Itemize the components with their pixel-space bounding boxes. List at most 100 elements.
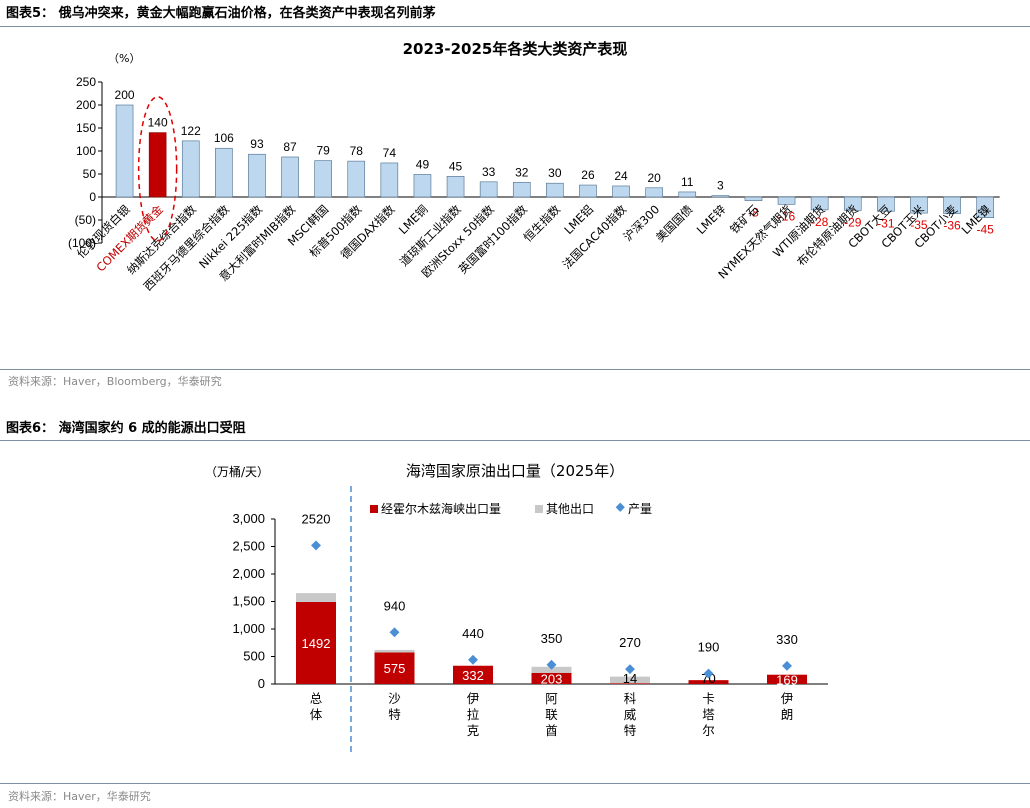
chart2-bar-other — [374, 649, 415, 653]
chart1-data-label: 200 — [115, 88, 135, 102]
chart2-y-tick-label: 2,000 — [232, 566, 265, 581]
chart1-highlight-ellipse — [137, 96, 178, 242]
chart2-y-tick-label: 3,000 — [232, 511, 265, 526]
chart2-production-label: 2520 — [302, 511, 331, 526]
chart1-data-label: 30 — [548, 166, 562, 180]
chart2-bar-other — [610, 676, 650, 684]
chart2-bar-hormuz — [767, 674, 807, 684]
figure6-header: 图表6： 海湾国家约 6 成的能源出口受阻 — [6, 421, 246, 436]
chart2-production-label: 940 — [384, 598, 406, 613]
chart2-production-marker — [625, 664, 635, 675]
chart2-bar-value-label: 1492 — [302, 636, 331, 651]
chart1-data-label: 106 — [214, 131, 234, 145]
chart1-bar — [314, 160, 332, 198]
chart2-production-label: 440 — [462, 626, 484, 641]
chart1-bar — [215, 147, 233, 198]
chart2-y-tick-label: 1,000 — [232, 621, 265, 636]
chart2-y-tick-label: 2,500 — [232, 539, 265, 554]
chart2-category-label-char: 科 — [624, 691, 637, 706]
chart1-y-tick-label: (100) — [68, 236, 96, 250]
chart1-bar — [248, 153, 266, 198]
chart1-bar — [843, 196, 862, 211]
chart2-category-label-char: 体 — [310, 707, 323, 722]
chart2-production-label: 190 — [698, 640, 720, 655]
chart2-y-tick-label: 500 — [243, 649, 265, 664]
chart1-bar — [347, 160, 366, 198]
chart2-legend-swatch — [535, 505, 543, 513]
chart1-bar — [678, 191, 697, 198]
chart1-bar — [479, 181, 498, 198]
chart2-legend-swatch — [370, 505, 378, 513]
chart1-data-label: 79 — [316, 144, 330, 158]
chart2-category-label-char: 伊 — [781, 691, 794, 706]
chart2-production-marker — [389, 627, 400, 638]
chart2-bar-hormuz — [610, 683, 650, 684]
chart2-legend-marker — [615, 502, 625, 512]
chart1-data-label: 33 — [482, 165, 496, 179]
chart2-bar-hormuz — [531, 672, 572, 684]
chart1-bar — [546, 182, 564, 198]
chart1-data-label: 140 — [148, 116, 168, 130]
chart1-bar — [446, 176, 465, 198]
chart2-production-label: 350 — [541, 631, 563, 646]
chart1-data-label: 24 — [614, 169, 628, 183]
chart1-data-label: -36 — [943, 219, 961, 233]
chart2-category-label-char: 克 — [467, 723, 480, 738]
chart1-data-label: 3 — [717, 179, 724, 193]
chart1-y-tick-label: 50 — [83, 167, 97, 181]
chart1-bar — [877, 196, 895, 212]
chart2-legend-label: 经霍尔木兹海峡出口量 — [381, 501, 501, 516]
chart2-production-marker — [468, 654, 478, 665]
chart1-bar — [413, 174, 432, 198]
chart2-category-label-char: 联 — [545, 707, 558, 722]
chart2-bar-hormuz — [688, 680, 729, 684]
chart1-data-label: 122 — [181, 124, 201, 138]
chart2-legend-label: 其他出口 — [546, 502, 594, 516]
chart1-data-label: -31 — [877, 216, 895, 230]
chart1-data-label: 74 — [383, 146, 397, 160]
chart2-bar-value-label: 14 — [623, 671, 637, 686]
chart2-category-label-char: 卡 — [702, 691, 715, 706]
chart1-data-label: 26 — [581, 168, 595, 182]
chart1-category-label: 恒生指数 — [521, 202, 564, 245]
chart1-bar — [910, 196, 928, 214]
figure6-top-rule — [0, 440, 1030, 441]
chart1-y-tick-label: 150 — [76, 121, 96, 135]
chart1-bar — [943, 196, 961, 214]
chart1-data-label: -29 — [844, 215, 862, 229]
chart1-data-label: 78 — [350, 144, 364, 158]
chart1-title: 2023-2025年各类大类资产表现 — [403, 40, 628, 58]
chart1-data-label: 32 — [515, 165, 529, 179]
chart1-y-tick-label: (50) — [75, 213, 96, 227]
figure6-bottom-rule — [0, 783, 1030, 784]
chart1-bar — [744, 196, 763, 201]
chart2-bar-hormuz — [453, 665, 493, 684]
chart1-data-label: -45 — [976, 223, 994, 237]
chart2-y-tick-label: 1,500 — [232, 594, 265, 609]
chart1-bar — [512, 181, 531, 198]
chart2-bar-other — [531, 666, 572, 673]
chart2-category-label-char: 特 — [624, 723, 637, 738]
chart1-data-label: 87 — [283, 140, 297, 154]
figure5-header: 图表5： 俄乌冲突来，黄金大幅跑赢石油价格，在各类资产中表现名列前茅 — [6, 6, 436, 21]
chart1-bar — [579, 184, 597, 198]
chart1-bar — [612, 185, 630, 198]
chart1-data-label: -28 — [811, 215, 829, 229]
chart1-bar — [281, 156, 299, 198]
chart1-bar — [380, 162, 399, 198]
chart2-production-marker — [546, 659, 557, 670]
chart2-category-label-char: 特 — [388, 707, 401, 722]
chart2-bar-hormuz — [296, 601, 336, 684]
chart2-category-label-char: 拉 — [467, 707, 480, 722]
chart2-category-label-char: 阿 — [545, 691, 558, 706]
figure6-source: 资料来源：Haver，华泰研究 — [8, 790, 151, 803]
chart2-category-label-char: 总 — [310, 691, 323, 706]
asset-performance-chart: 2023-2025年各类大类资产表现 （%） (100) (50) 0 50 100 150 2… — [68, 40, 1000, 293]
chart2-bar-value-label: 332 — [462, 668, 484, 683]
chart2-category-label-char: 朗 — [781, 707, 794, 722]
chart1-bar — [645, 187, 663, 198]
chart2-category-label-char: 酋 — [545, 723, 558, 738]
chart2-bar-value-label: 169 — [776, 672, 798, 687]
figure5-source: 资料来源：Haver，Bloomberg，华泰研究 — [8, 375, 222, 388]
chart1-data-label: -35 — [910, 218, 928, 232]
